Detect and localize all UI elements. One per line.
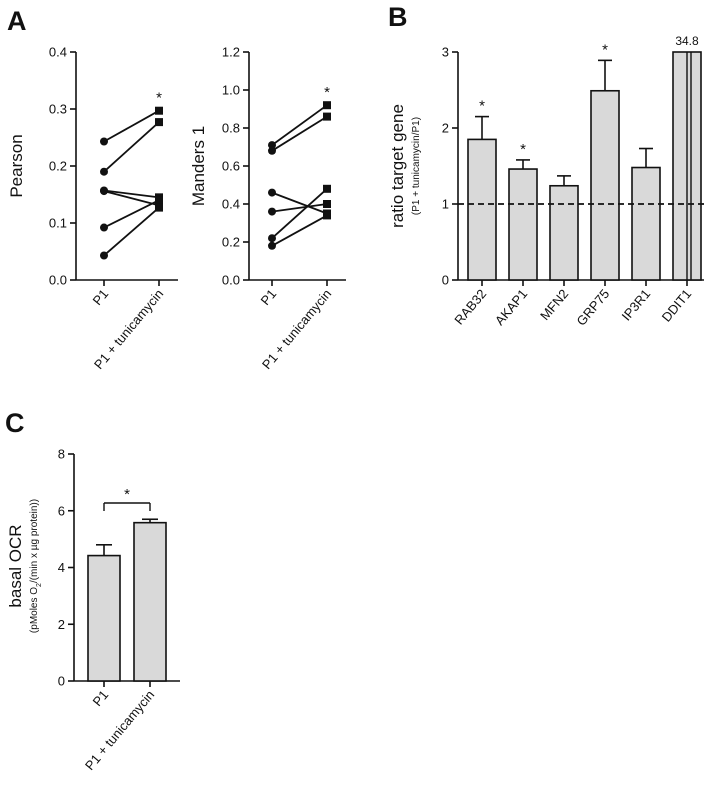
before-point	[100, 251, 108, 260]
y-tick-label: 0.0	[222, 273, 240, 288]
y-axis-label: basal OCR	[6, 524, 25, 607]
x-tick-label: AKAP1	[492, 286, 530, 328]
before-point	[268, 241, 276, 250]
y-tick-label: 1.0	[222, 83, 240, 98]
panel-label-c: C	[5, 408, 25, 438]
bar	[467, 138, 497, 281]
y-axis-label: Pearson	[7, 134, 26, 197]
y-tick-label: 2	[442, 121, 449, 136]
bar	[87, 554, 121, 682]
y-axis-label: Manders 1	[189, 126, 208, 206]
y-axis-sublabel: (pMoles O2/(min x µg protein))	[29, 499, 43, 633]
after-point	[155, 106, 163, 115]
gene-ratio-chart: 0 1 2 3 * * * 34.8 ratio target gene (P1 + tunica…	[388, 34, 706, 329]
x-tick-label: P1	[90, 687, 112, 709]
y-tick-label: 0.8	[222, 121, 240, 136]
pair-line	[103, 189, 160, 199]
y-tick-label: 0.0	[49, 273, 67, 288]
significance-star: *	[324, 84, 330, 101]
bar	[590, 89, 620, 281]
pair-line	[103, 190, 160, 207]
bar-value-label: 34.8	[675, 34, 699, 48]
before-point	[268, 141, 276, 150]
after-point	[323, 112, 331, 121]
x-tick-label: P1	[90, 286, 112, 308]
y-tick-label: 8	[58, 447, 65, 462]
y-tick-label: 1	[442, 197, 449, 212]
y-tick-label: 2	[58, 617, 65, 632]
x-tick-label: IP3R1	[619, 286, 654, 323]
y-tick-label: 0.2	[222, 235, 240, 250]
pair-line	[271, 104, 328, 146]
before-point	[100, 137, 108, 146]
bar	[133, 521, 167, 682]
pair-line	[271, 115, 328, 152]
panel-label-a: A	[7, 6, 27, 36]
significance-star: *	[520, 141, 526, 158]
after-point	[323, 101, 331, 110]
x-tick-label: MFN2	[537, 286, 571, 323]
pair-line	[271, 203, 328, 213]
after-point	[323, 211, 331, 220]
y-tick-label: 6	[58, 503, 65, 518]
before-point	[100, 187, 108, 196]
pair-line	[271, 188, 328, 239]
significance-star: *	[479, 98, 485, 115]
pair-line	[103, 206, 160, 257]
x-tick-label: GRP75	[573, 286, 612, 328]
before-point	[268, 188, 276, 197]
before-point	[268, 207, 276, 216]
x-tick-label: DDIT1	[659, 286, 695, 324]
significance-star: *	[602, 41, 608, 58]
pair-line	[103, 121, 160, 173]
before-point	[268, 234, 276, 243]
before-point	[100, 167, 108, 176]
y-tick-label: 0.6	[222, 159, 240, 174]
y-axis-label: ratio target gene	[388, 104, 407, 228]
after-point	[323, 200, 331, 208]
significance-star: *	[124, 486, 130, 503]
before-point	[268, 146, 276, 155]
after-point	[155, 118, 163, 127]
y-tick-label: 0.2	[49, 159, 67, 174]
pair-line	[271, 214, 328, 247]
x-tick-label: P1	[258, 286, 280, 308]
y-tick-label: 0.4	[222, 197, 240, 212]
after-point	[155, 196, 163, 205]
y-tick-label: 0	[442, 273, 449, 288]
y-tick-label: 0.3	[49, 102, 67, 117]
significance-star: *	[156, 90, 162, 107]
y-axis-sublabel: (P1 + tunicamycin/P1)	[411, 117, 422, 215]
y-tick-label: 0.1	[49, 216, 67, 231]
y-tick-label: 0	[58, 674, 65, 689]
after-point	[155, 203, 163, 212]
x-tick-label: RAB32	[451, 286, 489, 327]
y-tick-label: 4	[58, 560, 65, 575]
pair-line	[103, 199, 160, 229]
after-point	[323, 184, 331, 193]
bar	[549, 184, 579, 281]
y-tick-label: 1.2	[222, 45, 240, 60]
pair-line	[103, 109, 160, 143]
y-tick-label: 0.4	[49, 45, 67, 60]
before-point	[100, 223, 108, 232]
panel-label-b: B	[388, 2, 408, 32]
bar	[631, 166, 661, 281]
basal-ocr-chart: 0 2 4 6 8 * basal OCR (pMoles O2/(min x µg prot…	[6, 447, 180, 773]
bar	[508, 168, 538, 281]
pair-line	[271, 191, 328, 215]
y-tick-label: 3	[442, 45, 449, 60]
